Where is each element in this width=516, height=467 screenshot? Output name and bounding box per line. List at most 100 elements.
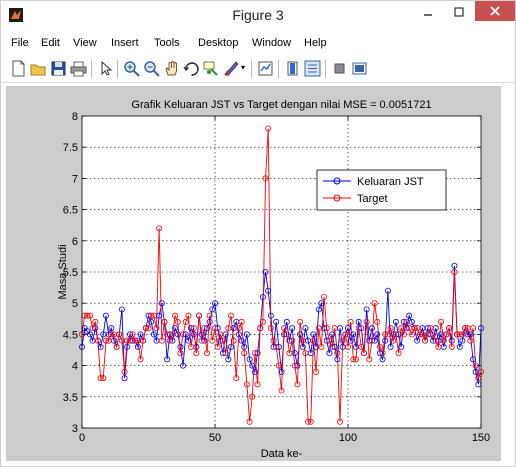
brush-icon[interactable] — [223, 60, 240, 77]
data-point — [448, 337, 455, 344]
open-icon[interactable] — [30, 60, 47, 77]
data-point — [371, 300, 378, 307]
data-point — [177, 343, 184, 350]
data-point — [188, 325, 195, 332]
data-point — [315, 306, 322, 313]
x-tick-label: 0 — [79, 432, 85, 444]
data-point — [262, 175, 269, 182]
data-point — [225, 356, 232, 363]
data-point — [148, 318, 155, 325]
data-point — [406, 312, 413, 319]
data-point — [108, 325, 115, 332]
show-plot-tools-icon[interactable] — [351, 60, 368, 77]
y-axis-label: Masa Studi — [57, 244, 69, 299]
data-point — [166, 331, 173, 338]
y-tick-label: 3.5 — [63, 392, 78, 404]
data-point — [334, 356, 341, 363]
data-cursor-icon[interactable] — [203, 60, 220, 77]
data-point — [180, 331, 187, 338]
save-icon[interactable] — [50, 60, 67, 77]
data-point — [414, 337, 421, 344]
data-point — [275, 343, 282, 350]
menu-help[interactable]: Help — [304, 37, 327, 49]
data-point — [374, 318, 381, 325]
data-point — [344, 325, 351, 332]
data-point — [153, 325, 160, 332]
menu-desktop[interactable]: Desktop — [198, 37, 239, 49]
data-point — [142, 325, 149, 332]
data-point — [275, 362, 282, 369]
hide-plot-tools-icon[interactable] — [331, 60, 348, 77]
y-tick-label: 5 — [72, 298, 78, 310]
data-point — [358, 343, 365, 350]
zoom-out-icon[interactable] — [143, 60, 160, 77]
data-point — [355, 325, 362, 332]
data-point — [440, 337, 447, 344]
data-point — [355, 318, 362, 325]
legend-marker — [333, 194, 341, 202]
data-point — [366, 356, 373, 363]
data-point — [427, 325, 434, 332]
menu-view[interactable]: View — [73, 37, 97, 49]
menu-edit[interactable]: Edit — [41, 37, 60, 49]
data-point — [102, 337, 109, 344]
pan-icon[interactable] — [163, 60, 180, 77]
data-point — [422, 337, 429, 344]
zoom-in-icon[interactable] — [123, 60, 140, 77]
data-point — [201, 325, 208, 332]
legend-icon[interactable] — [304, 60, 321, 77]
title-bar[interactable]: Figure 3 — [1, 1, 515, 29]
data-point — [214, 343, 221, 350]
new-figure-icon[interactable] — [10, 60, 27, 77]
x-tick-label: 50 — [209, 432, 221, 444]
data-point — [158, 337, 165, 344]
data-point — [209, 337, 216, 344]
data-point — [323, 325, 330, 332]
data-point — [150, 331, 157, 338]
figure-toolbar: ▾ — [1, 56, 515, 83]
data-point — [326, 337, 333, 344]
close-button[interactable] — [475, 1, 515, 21]
maximize-button[interactable] — [445, 1, 473, 23]
data-point — [374, 331, 381, 338]
data-point — [467, 331, 474, 338]
minimize-button[interactable] — [413, 1, 443, 23]
data-point — [241, 343, 248, 350]
data-point — [121, 375, 128, 382]
data-point — [113, 343, 120, 350]
data-point — [379, 356, 386, 363]
x-axis-label: Data ke- — [261, 448, 303, 460]
data-point — [97, 343, 104, 350]
data-point — [384, 287, 391, 294]
menu-file[interactable]: File — [11, 37, 29, 49]
brush-dropdown-arrow[interactable]: ▾ — [241, 63, 246, 72]
data-point — [289, 337, 296, 344]
data-point — [467, 337, 474, 344]
data-point — [329, 331, 336, 338]
data-point — [321, 293, 328, 300]
rotate-3d-icon[interactable] — [183, 60, 200, 77]
data-point — [124, 343, 131, 350]
data-point — [219, 350, 226, 357]
link-plot-icon[interactable] — [257, 60, 274, 77]
menu-insert[interactable]: Insert — [111, 37, 139, 49]
edit-plot-icon[interactable] — [97, 60, 114, 77]
data-point — [267, 325, 274, 332]
colorbar-icon[interactable] — [284, 60, 301, 77]
data-point — [403, 318, 410, 325]
data-point — [196, 312, 203, 319]
menu-window[interactable]: Window — [252, 37, 292, 49]
menu-tools[interactable]: Tools — [154, 37, 180, 49]
data-point — [331, 325, 338, 332]
legend-box[interactable] — [316, 169, 447, 211]
data-point — [278, 368, 285, 375]
data-point — [225, 325, 232, 332]
data-point — [390, 337, 397, 344]
plot-area[interactable]: 3 3.5 4 4.5 5 5.5 6 6.5 7 7.5 8 0 50 100 150 Grafik Kel… — [6, 86, 501, 461]
data-point — [246, 356, 253, 363]
print-icon[interactable] — [70, 60, 87, 77]
y-tick-label: 4.5 — [63, 329, 78, 341]
y-tick-label: 7.5 — [63, 142, 78, 154]
figure-canvas: 3 3.5 4 4.5 5 5.5 6 6.5 7 7.5 8 0 50 100 150 Grafik Kel… — [6, 86, 501, 461]
